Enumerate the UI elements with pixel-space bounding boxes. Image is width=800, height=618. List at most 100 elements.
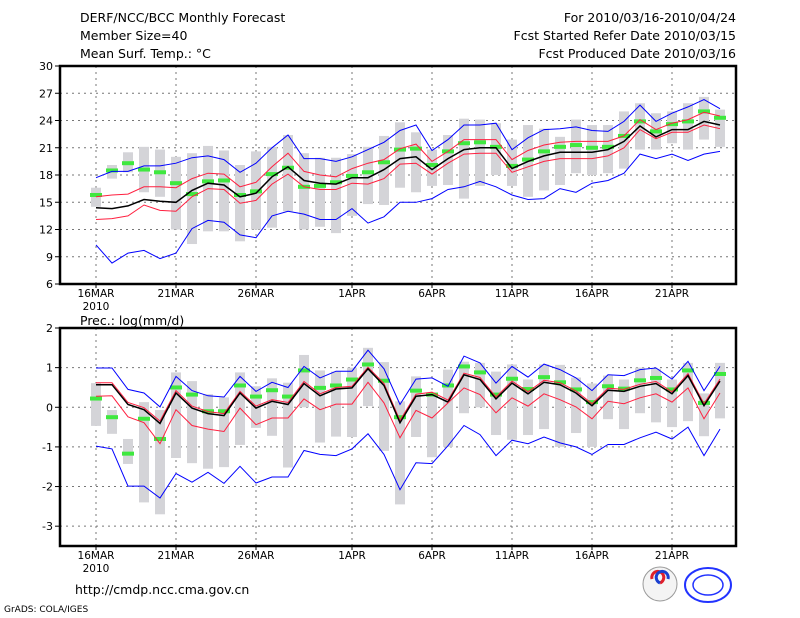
ensemble-range-bar: [491, 123, 501, 175]
forecast-marker: [154, 436, 166, 441]
series-mean-line: [96, 367, 721, 425]
x-tick-label: 16APR: [575, 288, 609, 300]
forecast-period: For 2010/03/16-2010/04/24: [563, 10, 736, 25]
series-lower-line: [95, 381, 721, 445]
ensemble-range-bar: [299, 153, 309, 230]
forecast-marker: [410, 388, 422, 393]
forecast-marker: [250, 394, 262, 399]
forecast-marker: [362, 362, 374, 367]
ensemble-range-bar: [667, 111, 677, 144]
forecast-marker: [554, 144, 566, 149]
y-tick-label: 24: [39, 115, 53, 128]
forecast-marker: [330, 383, 342, 388]
forecast-marker: [650, 129, 662, 134]
ensemble-range-bar: [427, 149, 437, 186]
ensemble-range-bar: [443, 369, 453, 447]
forecast-produced-date: Fcst Produced Date 2010/03/16: [538, 46, 736, 61]
y-tick-label: -1: [42, 441, 53, 454]
forecast-start-date: Fcst Started Refer Date 2010/03/15: [513, 28, 737, 43]
forecast-marker: [330, 180, 342, 185]
ensemble-range-bar: [555, 136, 565, 185]
ensemble-range-bar: [395, 122, 405, 188]
ensemble-range-bar: [603, 375, 613, 420]
x-tick-label: 26MAR: [238, 550, 275, 562]
ensemble-range-bar: [219, 397, 229, 468]
x-tick-label: 21MAR: [158, 550, 195, 562]
forecast-marker: [378, 160, 390, 165]
ensemble-range-bar: [619, 379, 629, 430]
ensemble-range-bar: [379, 362, 389, 451]
ensemble-range-bar: [363, 146, 373, 205]
x-tick-label: 6APR: [418, 288, 446, 300]
forecast-marker: [378, 378, 390, 383]
forecast-marker: [314, 385, 326, 390]
y-tick-label: 21: [39, 142, 53, 155]
x-tick-label: 21MAR: [158, 288, 195, 300]
series-min-line: [95, 424, 721, 499]
forecast-marker: [682, 119, 694, 124]
source-url[interactable]: http://cmdp.ncc.cma.gov.cn: [75, 582, 250, 597]
forecast-marker: [266, 388, 278, 393]
y-tick-label: 30: [39, 60, 53, 73]
ensemble-range-bar: [587, 383, 597, 447]
forecast-marker: [634, 119, 646, 124]
forecast-marker: [234, 383, 246, 388]
ensemble-range-bar: [267, 146, 277, 228]
ensemble-range-bar: [379, 135, 389, 205]
forecast-marker: [682, 368, 694, 373]
forecast-marker: [506, 376, 518, 381]
forecast-marker: [170, 181, 182, 186]
ensemble-range-bar: [539, 364, 549, 430]
chart-title: DERF/NCC/BCC Monthly Forecast: [80, 10, 286, 25]
forecast-marker: [346, 173, 358, 178]
x-tick-label: 11APR: [495, 288, 529, 300]
forecast-marker: [602, 384, 614, 389]
forecast-marker: [218, 409, 230, 414]
ensemble-range-bar: [395, 401, 405, 505]
ensemble-range-bar: [715, 362, 725, 419]
y-tick-label: 15: [39, 196, 53, 209]
ensemble-range-bar: [555, 364, 565, 447]
series-upper-line: [96, 366, 721, 422]
forecast-marker: [394, 415, 406, 420]
forecast-marker: [410, 146, 422, 151]
ensemble-range-bar: [667, 379, 677, 428]
ensemble-range-bar: [171, 156, 181, 230]
y-tick-label: 6: [46, 278, 53, 291]
y-tick-label: 18: [39, 169, 53, 182]
forecast-marker: [474, 370, 486, 375]
forecast-marker: [602, 144, 614, 149]
ensemble-range-bar: [331, 157, 341, 234]
forecast-marker: [634, 378, 646, 383]
bcc-logo: [642, 566, 678, 602]
ensemble-range-bar: [347, 367, 357, 437]
y-tick-label: -3: [42, 520, 53, 533]
x-tick-label: 16APR: [575, 550, 609, 562]
ncc-logo: [684, 567, 732, 603]
forecast-marker: [202, 179, 214, 184]
forecast-marker: [618, 386, 630, 391]
ensemble-range-bar: [507, 139, 517, 186]
series-mean-line: [95, 120, 721, 210]
forecast-marker: [90, 396, 102, 401]
ensemble-range-bar: [363, 347, 373, 407]
forecast-marker: [282, 394, 294, 399]
series-min-line: [95, 150, 721, 264]
ensemble-range-bar: [491, 371, 501, 436]
ensemble-range-bar: [219, 150, 229, 232]
ensemble-range-bar: [619, 111, 629, 169]
ensemble-range-bar: [651, 368, 661, 423]
ensemble-range-bar: [283, 382, 293, 468]
ensemble-range-bar: [315, 370, 325, 443]
forecast-marker: [218, 178, 230, 183]
y-tick-label: 12: [39, 224, 53, 237]
precip-label: Prec.: log(mm/d): [80, 313, 185, 328]
forecast-marker: [186, 192, 198, 197]
ensemble-range-bar: [155, 410, 165, 515]
forecast-marker: [250, 189, 262, 194]
y-tick-label: -2: [42, 481, 53, 494]
y-tick-label: 2: [46, 322, 53, 335]
grads-credit: GrADS: COLA/IGES: [4, 605, 89, 615]
forecast-marker: [666, 122, 678, 127]
x-tick-label: 6APR: [418, 550, 446, 562]
